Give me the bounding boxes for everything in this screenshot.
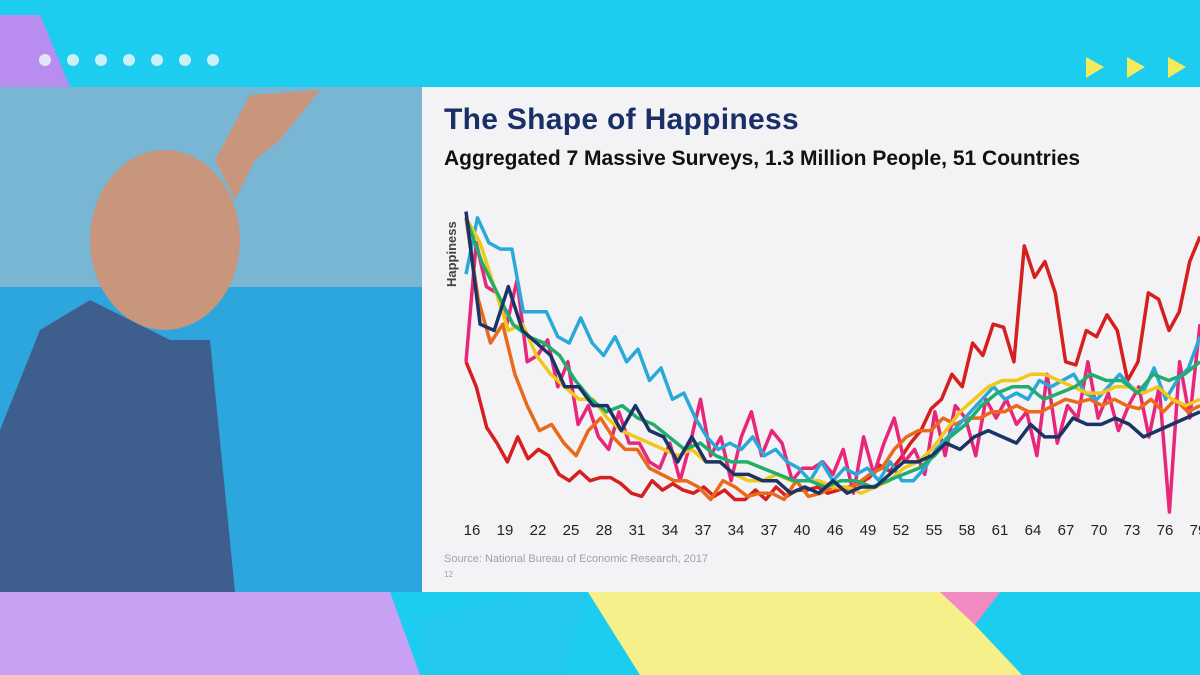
x-tick-label: 49 — [860, 522, 877, 539]
x-tick-label: 70 — [1091, 522, 1108, 539]
series-line-1 — [464, 235, 1200, 502]
x-tick-label: 40 — [794, 522, 811, 539]
x-tick-label: 16 — [464, 522, 481, 539]
series-line-2 — [464, 241, 1200, 514]
chart-subtitle: Aggregated 7 Massive Surveys, 1.3 Millio… — [444, 147, 1081, 170]
x-tick-label: 67 — [1058, 522, 1075, 539]
x-tick-label: 28 — [596, 522, 613, 539]
series-line-6 — [464, 217, 1200, 489]
x-tick-label: 73 — [1124, 522, 1141, 539]
x-tick-label: 19 — [497, 522, 514, 539]
series-line-7 — [464, 211, 1200, 495]
x-tick-label: 31 — [629, 522, 646, 539]
x-tick-label: 61 — [992, 522, 1009, 539]
x-tick-label: 46 — [827, 522, 844, 539]
x-tick-label: 52 — [893, 522, 910, 539]
chart-title: The Shape of Happiness — [444, 103, 799, 136]
x-tick-label: 55 — [926, 522, 943, 539]
x-tick-label: 37 — [761, 522, 778, 539]
slide-number: 12 — [444, 570, 453, 579]
x-tick-label: 22 — [530, 522, 547, 539]
x-tick-label: 25 — [563, 522, 580, 539]
x-tick-label: 64 — [1025, 522, 1042, 539]
slide: The Shape of Happiness Aggregated 7 Mass… — [422, 87, 1200, 592]
line-chart: 16 19 22 25 28 31 34 37 34 37 40 46 49 52 55 58 61 64 67 70… — [464, 211, 1200, 539]
series-line-4 — [464, 216, 1200, 483]
series-line-3 — [464, 217, 1200, 502]
x-tick-label: 37 — [695, 522, 712, 539]
source-note: Source: National Bureau of Economic Rese… — [444, 553, 709, 565]
x-tick-label: 79 — [1190, 522, 1200, 539]
x-tick-label: 34 — [662, 522, 679, 539]
x-tick-label: 58 — [959, 522, 976, 539]
x-tick-label: 34 — [728, 522, 745, 539]
x-tick-label: 76 — [1157, 522, 1174, 539]
